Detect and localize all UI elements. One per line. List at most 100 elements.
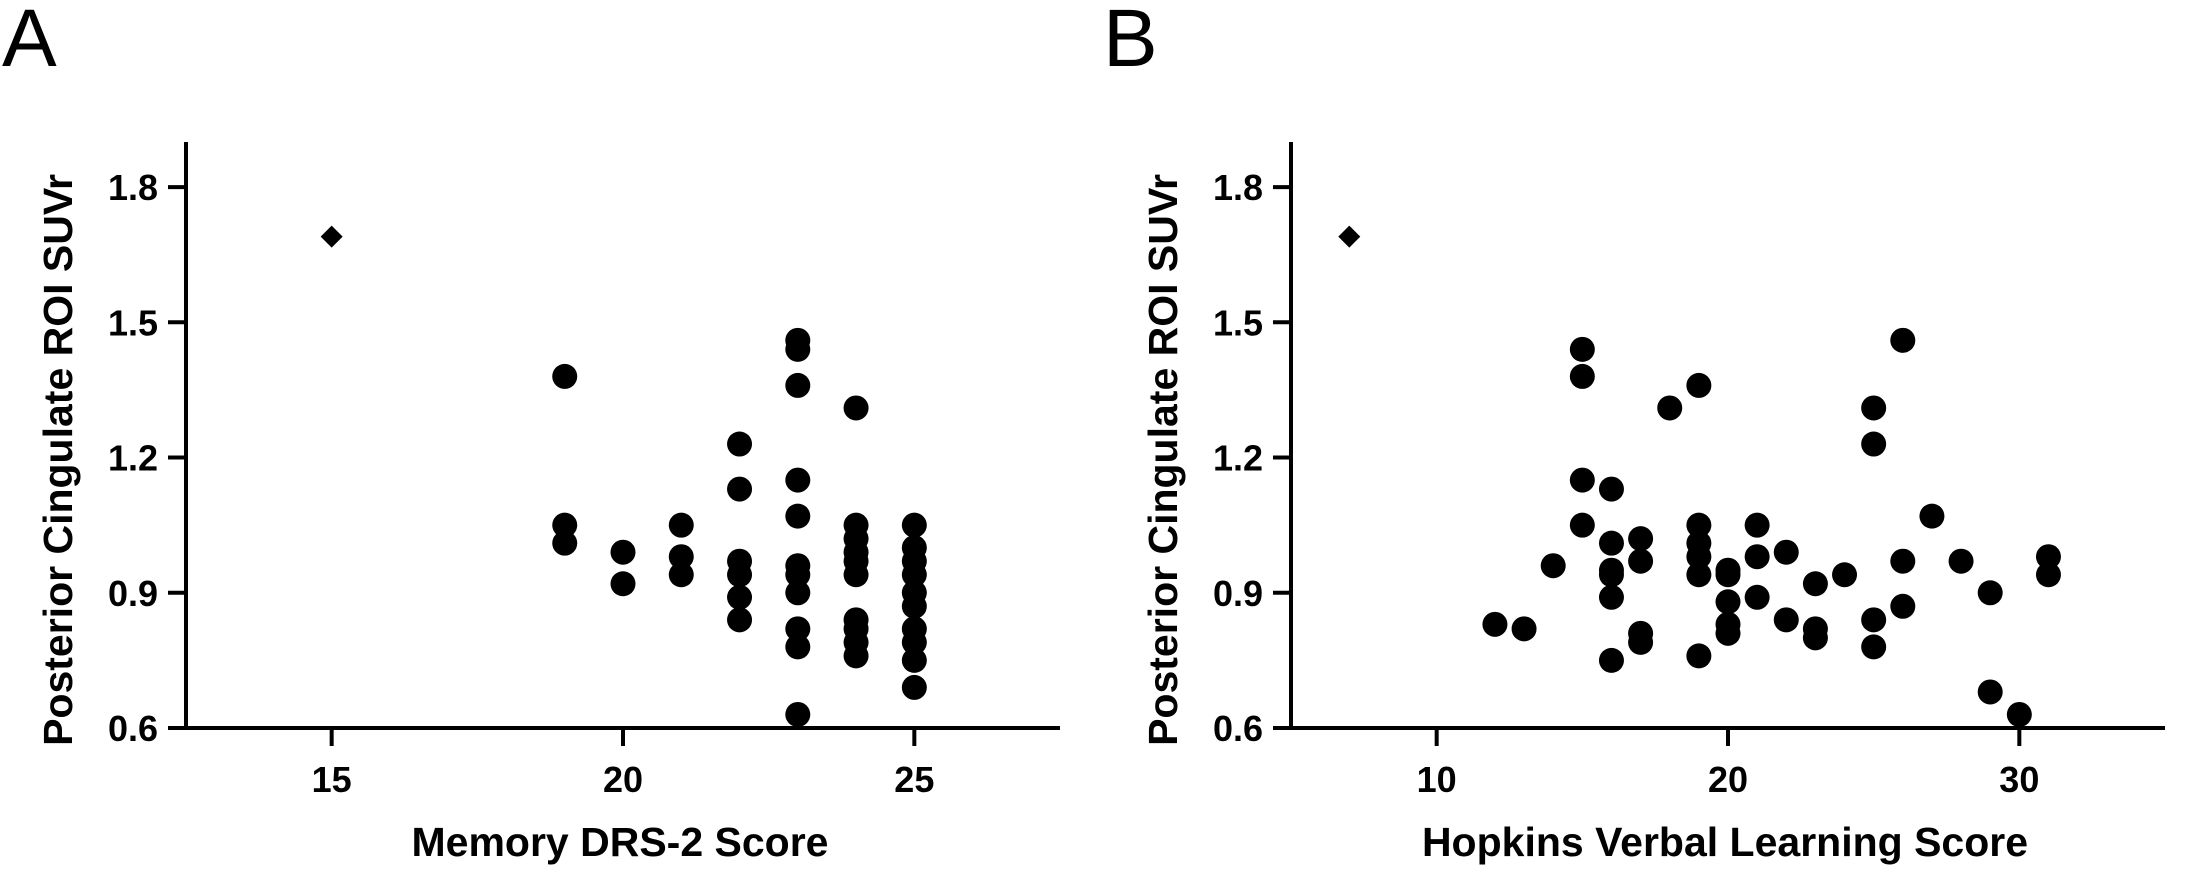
scatter-point-b xyxy=(1598,647,1624,673)
diamond-point-a xyxy=(320,225,343,248)
scatter-point-b xyxy=(1744,544,1770,570)
scatter-point-a xyxy=(901,512,927,538)
x-tick-label-a: 15 xyxy=(312,759,352,800)
scatter-point-a xyxy=(552,363,578,389)
scatter-point-b xyxy=(1832,562,1858,588)
scatter-point-b xyxy=(1598,476,1624,502)
x-axis-title-a: Memory DRS-2 Score xyxy=(412,819,829,865)
scatter-point-a xyxy=(901,629,927,655)
scatter-point-b xyxy=(1802,625,1828,651)
scatter-point-b xyxy=(2035,544,2061,570)
scatter-point-a xyxy=(843,395,869,421)
scatter-point-b xyxy=(2035,562,2061,588)
scatter-point-a xyxy=(785,580,811,606)
x-axis-title-b: Hopkins Verbal Learning Score xyxy=(1422,819,2028,865)
y-axis-title-a: Posterior Cingulate ROI SUVr xyxy=(35,174,81,746)
x-tick-label-b: 10 xyxy=(1417,759,1457,800)
scatter-point-a xyxy=(727,607,753,633)
scatter-point-a xyxy=(901,593,927,619)
scatter-point-a xyxy=(785,634,811,660)
scatter-point-a xyxy=(610,539,636,565)
scatter-point-b xyxy=(1715,562,1741,588)
y-tick-label-a: 0.9 xyxy=(108,573,158,614)
scatter-point-b xyxy=(1482,611,1508,637)
scatter-point-a xyxy=(843,643,869,669)
scatter-point-a xyxy=(843,562,869,588)
scatter-point-b xyxy=(1802,571,1828,597)
scatter-point-b xyxy=(1890,548,1916,574)
chart-marks-a: 0.6 0.9 1.2 1.5 1.8 15 20 25 xyxy=(108,142,1060,800)
scatter-point-b xyxy=(1744,584,1770,610)
x-tick-label-b: 30 xyxy=(1999,759,2039,800)
scatter-point-b xyxy=(1773,607,1799,633)
scatter-point-a xyxy=(785,503,811,529)
chart-marks-b: 0.6 0.9 1.2 1.5 1.8 10 20 30 xyxy=(1213,142,2165,800)
scatter-point-b xyxy=(1890,327,1916,353)
chart-panel-a: A 0.6 0.9 1.2 1.5 1.8 15 20 25 Memory DRS-2 Sco… xyxy=(0,0,1104,870)
scatter-point-b xyxy=(1861,395,1887,421)
y-tick-label-a: 1.8 xyxy=(108,167,158,208)
scatter-point-b xyxy=(1686,562,1712,588)
scatter-point-b xyxy=(1715,620,1741,646)
scatter-point-b xyxy=(1919,503,1945,529)
scatter-point-b xyxy=(1511,616,1537,642)
scatter-point-a xyxy=(552,530,578,556)
scatter-point-b xyxy=(1861,634,1887,660)
scatter-point-b xyxy=(1744,512,1770,538)
scatter-point-b xyxy=(2006,701,2032,727)
scatter-point-b xyxy=(1598,562,1624,588)
scatter-point-b xyxy=(1598,530,1624,556)
scatter-point-b xyxy=(1715,589,1741,615)
scatter-point-a xyxy=(785,701,811,727)
scatter-point-b xyxy=(1948,548,1974,574)
scatter-point-b xyxy=(1569,467,1595,493)
scatter-point-b xyxy=(1890,593,1916,619)
scatter-point-b xyxy=(1569,363,1595,389)
scatter-point-a xyxy=(727,562,753,588)
scatter-point-a xyxy=(668,544,694,570)
x-tick-label-a: 25 xyxy=(894,759,934,800)
scatter-point-a xyxy=(785,336,811,362)
scatter-point-b xyxy=(1773,539,1799,565)
scatter-point-a xyxy=(901,674,927,700)
scatter-point-b xyxy=(1977,679,2003,705)
y-tick-label-b: 1.5 xyxy=(1213,302,1263,343)
scatter-point-b xyxy=(1628,629,1654,655)
scatter-point-b xyxy=(1569,512,1595,538)
panel-label-b: B xyxy=(1105,0,1158,84)
scatter-point-b xyxy=(1686,372,1712,398)
scatter-point-a xyxy=(727,431,753,457)
panel-label-a: A xyxy=(2,0,57,84)
diamond-point-b xyxy=(1338,225,1361,248)
scatter-point-a xyxy=(610,571,636,597)
scatter-point-a xyxy=(901,562,927,588)
scatter-point-a xyxy=(785,562,811,588)
scatter-point-a xyxy=(668,512,694,538)
scatter-point-b xyxy=(1977,580,2003,606)
x-tick-label-b: 20 xyxy=(1708,759,1748,800)
chart-panel-b: B 0.6 0.9 1.2 1.5 1.8 10 20 30 Hopkins Verbal L… xyxy=(1103,0,2209,870)
scatter-point-b xyxy=(1686,544,1712,570)
y-tick-label-b: 1.2 xyxy=(1213,438,1263,479)
scatter-point-a xyxy=(727,476,753,502)
y-tick-label-b: 1.8 xyxy=(1213,167,1263,208)
scatter-point-b xyxy=(1686,512,1712,538)
y-axis-title-b: Posterior Cingulate ROI SUVr xyxy=(1140,174,1186,746)
scatter-point-b xyxy=(1686,643,1712,669)
scatter-point-b xyxy=(1657,395,1683,421)
y-tick-label-a: 0.6 xyxy=(108,708,158,749)
scatter-point-b xyxy=(1540,553,1566,579)
y-tick-label-a: 1.5 xyxy=(108,302,158,343)
scatter-point-a xyxy=(785,467,811,493)
scatter-point-a xyxy=(785,372,811,398)
x-tick-label-a: 20 xyxy=(603,759,643,800)
scatter-point-b xyxy=(1628,548,1654,574)
scatter-point-b xyxy=(1598,584,1624,610)
scatter-point-a xyxy=(727,584,753,610)
scatter-point-a xyxy=(785,616,811,642)
y-tick-label-b: 0.9 xyxy=(1213,573,1263,614)
scatter-point-a xyxy=(901,647,927,673)
scatter-point-a xyxy=(552,512,578,538)
scatter-point-b xyxy=(1569,336,1595,362)
scatter-point-b xyxy=(1628,526,1654,552)
